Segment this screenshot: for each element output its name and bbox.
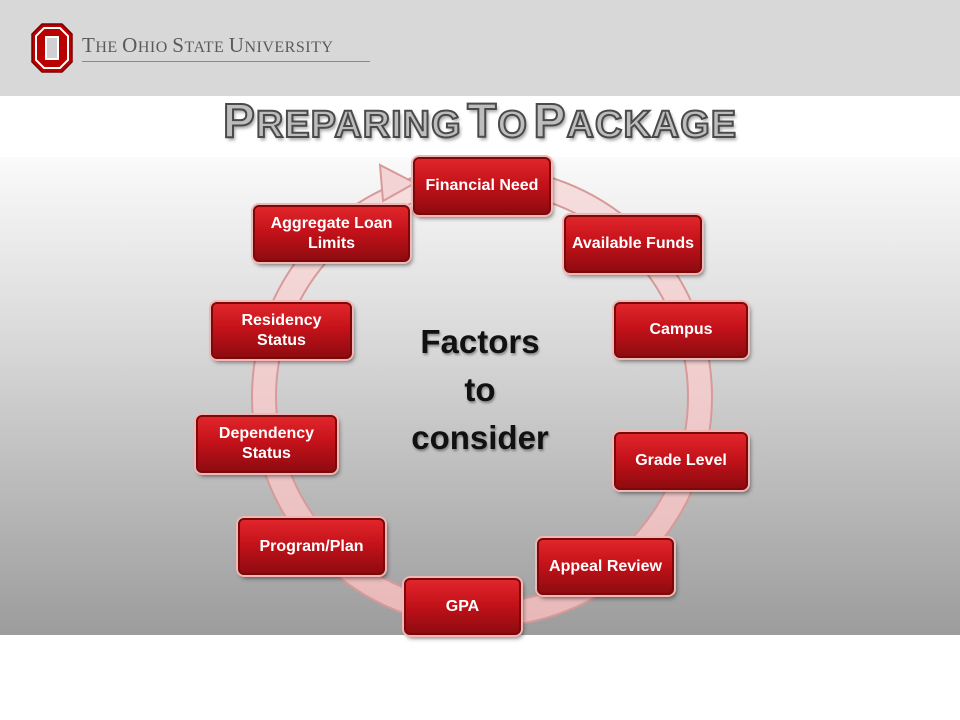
header-band: THE OHIO STATE UNIVERSITY <box>0 0 960 96</box>
wordmark-underline <box>82 61 370 62</box>
slide-title: PREPARING TO PACKAGE <box>222 94 738 149</box>
node-grade-level: Grade Level <box>614 432 748 490</box>
cycle-arrowhead <box>378 163 418 203</box>
node-residency-status: Residency Status <box>211 302 352 359</box>
node-available-funds: Available Funds <box>564 215 702 273</box>
node-gpa: GPA <box>404 578 521 635</box>
center-label-line-1: Factors <box>420 323 540 360</box>
node-campus: Campus <box>614 302 748 358</box>
node-financial-need: Financial Need <box>413 157 551 215</box>
node-appeal-review: Appeal Review <box>537 538 674 595</box>
university-wordmark: THE OHIO STATE UNIVERSITY <box>82 33 334 57</box>
ohio-state-block-o-logo <box>31 23 73 73</box>
node-dependency-status: Dependency Status <box>196 415 337 473</box>
center-label: Factors to consider <box>380 318 580 462</box>
node-program-plan: Program/Plan <box>238 518 385 575</box>
center-label-line-2: to <box>464 371 496 408</box>
content-band <box>0 157 960 635</box>
node-aggregate-loan-limits: Aggregate Loan Limits <box>253 205 410 262</box>
center-label-line-3: consider <box>411 419 549 456</box>
